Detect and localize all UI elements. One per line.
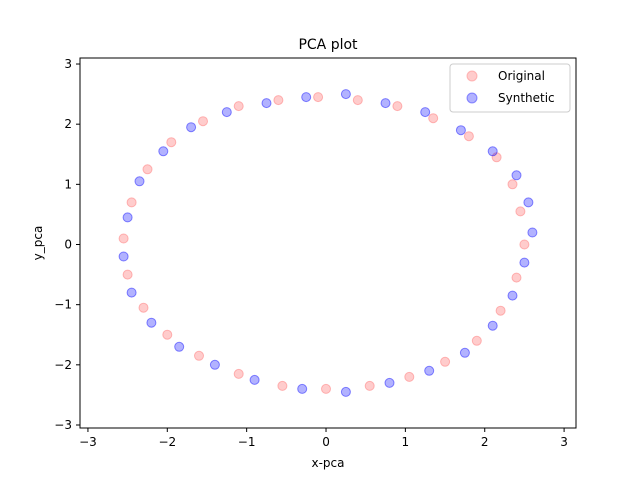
point-original-13 — [142, 164, 153, 175]
point-original-28 — [511, 272, 522, 283]
point-synthetic-19 — [209, 359, 220, 370]
point-original-2 — [507, 179, 518, 190]
y-tick-label: 3 — [64, 57, 72, 71]
point-synthetic-16 — [126, 287, 137, 298]
point-original-23 — [364, 380, 375, 391]
plot-area-frame — [79, 57, 577, 429]
point-synthetic-3 — [487, 146, 498, 157]
point-original-12 — [166, 137, 177, 148]
point-original-5 — [428, 113, 439, 124]
point-original-26 — [471, 335, 482, 346]
point-synthetic-12 — [158, 146, 169, 157]
point-synthetic-8 — [301, 92, 312, 103]
point-synthetic-6 — [380, 98, 391, 109]
point-original-8 — [313, 92, 324, 103]
point-original-6 — [392, 101, 403, 112]
point-original-7 — [352, 95, 363, 106]
point-synthetic-15 — [118, 251, 129, 262]
point-synthetic-28 — [519, 257, 530, 268]
point-synthetic-5 — [420, 107, 431, 118]
point-original-3 — [491, 152, 502, 163]
point-synthetic-22 — [340, 386, 351, 397]
point-original-15 — [118, 233, 129, 244]
point-synthetic-27 — [507, 290, 518, 301]
point-synthetic-2 — [511, 170, 522, 181]
x-tick-label: 0 — [322, 435, 330, 449]
legend-marker-synthetic — [466, 92, 478, 104]
y-tick-label: −3 — [54, 418, 72, 432]
point-original-25 — [440, 356, 451, 367]
point-synthetic-25 — [459, 347, 470, 358]
point-synthetic-11 — [186, 122, 197, 133]
chart-title: PCA plot — [298, 37, 358, 53]
point-original-11 — [198, 116, 208, 127]
x-axis-label: x-pca — [312, 456, 345, 470]
x-tick-label: −3 — [79, 435, 97, 449]
x-tick-label: 1 — [402, 435, 410, 449]
point-synthetic-1 — [523, 197, 534, 208]
point-original-14 — [126, 197, 137, 208]
legend-marker-original — [466, 70, 478, 82]
point-synthetic-7 — [340, 89, 351, 100]
y-tick-label: −1 — [54, 298, 72, 312]
point-original-1 — [515, 206, 526, 217]
scatter-points — [118, 89, 538, 397]
point-synthetic-10 — [221, 107, 232, 118]
y-tick-label: 1 — [64, 177, 72, 191]
legend-label-original: Original — [498, 69, 545, 83]
point-original-21 — [277, 380, 288, 391]
x-tick-label: 2 — [481, 435, 489, 449]
point-synthetic-23 — [384, 377, 395, 388]
point-synthetic-24 — [424, 365, 435, 376]
point-synthetic-26 — [487, 320, 498, 331]
point-synthetic-21 — [297, 383, 308, 394]
point-original-27 — [495, 305, 506, 316]
point-original-0 — [519, 239, 530, 250]
x-tick-label: −1 — [238, 435, 256, 449]
legend: Original Synthetic — [449, 63, 571, 113]
point-synthetic-0 — [527, 227, 538, 238]
point-synthetic-14 — [122, 212, 133, 223]
point-synthetic-18 — [174, 341, 185, 352]
point-synthetic-4 — [455, 125, 466, 136]
point-synthetic-13 — [134, 176, 145, 187]
y-tick-label: −2 — [54, 358, 72, 372]
point-original-16 — [122, 269, 133, 280]
point-synthetic-17 — [146, 317, 157, 328]
point-original-20 — [233, 368, 244, 379]
point-original-10 — [233, 101, 244, 112]
point-original-17 — [138, 302, 149, 313]
point-synthetic-20 — [249, 374, 260, 385]
point-original-9 — [273, 95, 284, 106]
legend-label-synthetic: Synthetic — [498, 91, 555, 105]
x-tick-label: −2 — [158, 435, 176, 449]
y-tick-label: 2 — [64, 117, 72, 131]
y-axis-label: y_pca — [31, 226, 45, 261]
y-tick-label: 0 — [64, 238, 72, 252]
point-original-4 — [463, 131, 474, 142]
point-original-22 — [321, 383, 331, 394]
point-original-19 — [194, 350, 204, 361]
axis-ticks: −3 −2 −1 0 1 2 3 −3 −2 −1 0 1 2 3 — [54, 57, 568, 449]
legend-box — [449, 63, 571, 113]
x-tick-label: 3 — [560, 435, 568, 449]
point-original-18 — [162, 329, 173, 340]
point-original-24 — [404, 371, 415, 382]
point-synthetic-9 — [261, 98, 272, 109]
